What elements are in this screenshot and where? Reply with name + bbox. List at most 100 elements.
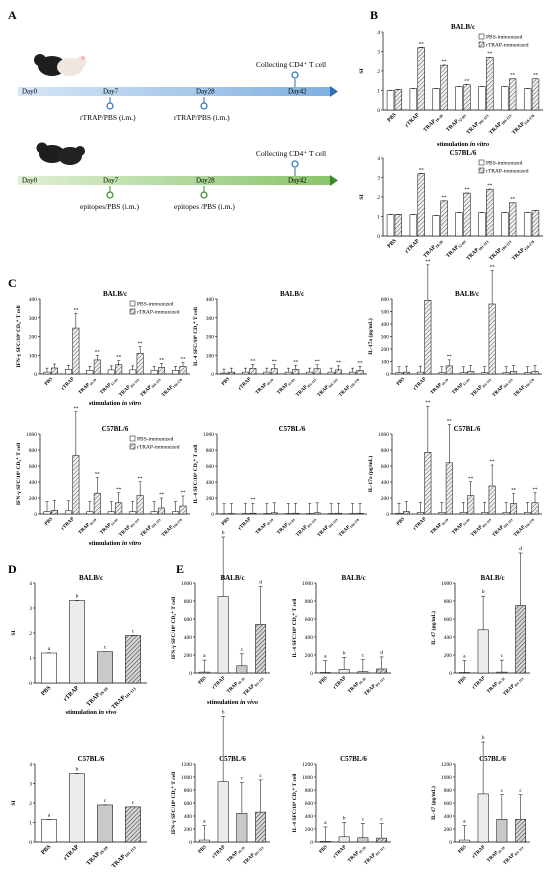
bar-rtrap-immunized: [508, 78, 517, 111]
bar-rtrap-immunized: [394, 214, 403, 237]
y-tick-label: 2: [377, 69, 380, 75]
day-label: Day28: [196, 177, 215, 185]
y-tick-label: 600: [29, 464, 38, 470]
y-axis-label: SI: [359, 68, 365, 73]
bar-rtrap-immunized: [249, 368, 257, 375]
bar: [41, 652, 57, 684]
y-axis-label: IL-17a (pg/mL): [367, 318, 374, 355]
chart-e5: C57BL/6 0 200 400 600 800 1000 1200 IL-4 SFC/10⁶…: [291, 755, 391, 866]
group-letter: c: [241, 647, 244, 653]
y-tick-label: 200: [444, 653, 453, 659]
significance-marker: **: [181, 491, 187, 496]
tick-label: TRAP101-113: [466, 238, 490, 262]
x-axis-label: stimulation in vitro: [437, 141, 490, 148]
bar-rtrap-immunized: [531, 78, 540, 111]
significance-marker: **: [533, 488, 539, 493]
significance-marker: **: [95, 473, 101, 478]
bar-rtrap-immunized: [72, 455, 80, 515]
bar-rtrap-immunized: [136, 353, 144, 375]
bar-pbs-immunized: [150, 370, 158, 375]
y-tick-label: 0: [449, 840, 452, 846]
tick-label: TRAP104-123: [140, 377, 162, 399]
y-tick-label: 400: [305, 635, 314, 641]
bar-rtrap-immunized: [417, 173, 425, 237]
legend-swatch: [129, 300, 136, 307]
tick-label: TRAP158-178: [338, 377, 360, 399]
bar: [198, 839, 210, 843]
bar: [477, 793, 489, 843]
legend-swatch: [129, 435, 136, 442]
y-tick-label: 500: [381, 310, 390, 316]
y-tick-label: 300: [29, 316, 38, 322]
y-tick-label: 200: [206, 335, 215, 341]
group-letter: a: [203, 653, 206, 659]
y-tick-label: 200: [29, 335, 38, 341]
bar-rtrap-immunized: [158, 367, 166, 375]
y-tick-label: 0: [310, 840, 313, 846]
y-axis-label: IL-4 SFC/10⁶ CD₄⁺ T cell: [192, 307, 199, 366]
significance-marker: **: [116, 488, 122, 493]
collection-label: Collecting CD4⁺ T cell: [256, 149, 326, 158]
injection-marker: [106, 102, 114, 110]
group-letter: c: [380, 817, 383, 823]
bar-rtrap-immunized: [508, 202, 517, 237]
tick-label: rTRAP: [63, 685, 81, 703]
tick-label: rTRAP: [63, 844, 81, 862]
chart-title: BALB/c: [480, 574, 504, 582]
y-tick-label: 600: [305, 801, 314, 807]
significance-marker: **: [73, 407, 79, 412]
significance-marker: **: [181, 358, 187, 363]
chart-title: BALB/c: [79, 574, 103, 582]
bar-pbs-immunized: [409, 214, 418, 237]
group-letter: c: [104, 798, 107, 804]
tick-label: PBS: [396, 517, 406, 527]
y-tick-label: 1200: [181, 762, 192, 768]
y-tick-label: 200: [381, 496, 390, 502]
group-letter: a: [324, 654, 327, 660]
bar-rtrap-immunized: [270, 512, 278, 515]
bar-pbs-immunized: [502, 512, 510, 515]
tick-label: rTRAP: [238, 517, 253, 532]
tick-label: TRAP101-113: [119, 377, 141, 399]
tick-label: TRAP104-123: [140, 517, 162, 539]
bar-pbs-immunized: [386, 214, 395, 237]
panel-label-d: D: [8, 562, 17, 576]
y-tick-label: 200: [444, 827, 453, 833]
chart-title: C57BL/6: [279, 425, 306, 433]
bar-rtrap-immunized: [488, 303, 496, 375]
bar-rtrap-immunized: [356, 370, 364, 375]
chart-title: C57BL/6: [340, 755, 367, 763]
bar-pbs-immunized: [306, 371, 314, 375]
significance-marker: **: [425, 401, 431, 406]
tick-label: TRAP101-113: [503, 845, 525, 867]
injection-label: rTRAP/PBS (i.m.): [174, 113, 230, 122]
tick-label: rTRAP: [404, 238, 421, 255]
y-tick-label: 800: [184, 599, 193, 605]
y-tick-label: 0: [34, 512, 37, 518]
x-axis-label: stimulation in vitro: [89, 400, 142, 407]
bar: [69, 773, 85, 843]
chart-c2: BALB/c 0 100 200 300 400 IL-4 SFC/10⁶ CD₄⁺ T c…: [192, 290, 367, 399]
tick-label: PBS: [386, 238, 397, 249]
legend-swatch: [129, 443, 136, 450]
tick-label: TRAP52-83: [276, 377, 295, 396]
y-tick-label: 1000: [302, 775, 313, 781]
y-tick-label: 200: [305, 827, 314, 833]
y-tick-label: 0: [34, 372, 37, 378]
y-tick-label: 100: [29, 353, 38, 359]
y-axis-label: IL-17a (pg/mL): [367, 456, 374, 493]
bar: [125, 806, 141, 843]
bar-rtrap-immunized: [486, 188, 494, 237]
y-tick-label: 400: [444, 635, 453, 641]
tick-label: TRAP52-83: [276, 517, 295, 536]
bar-rtrap-immunized: [50, 510, 58, 515]
chart-b2: C57BL/601234SIPBS**rTRAP**TRAP19-39**TRA…: [359, 149, 543, 262]
legend-swatch: [129, 308, 136, 315]
significance-marker: **: [272, 360, 278, 365]
bar-rtrap-immunized: [402, 371, 410, 375]
bar-rtrap-immunized: [313, 512, 321, 515]
legend-label: rTRAP-immunized: [486, 169, 529, 175]
chart-title: BALB/c: [103, 290, 127, 298]
panel-a: A Day0 Day7 Day28 Day42 Collecting CD4⁺ …: [8, 8, 338, 211]
tick-label: TRAP52-83: [99, 517, 118, 536]
